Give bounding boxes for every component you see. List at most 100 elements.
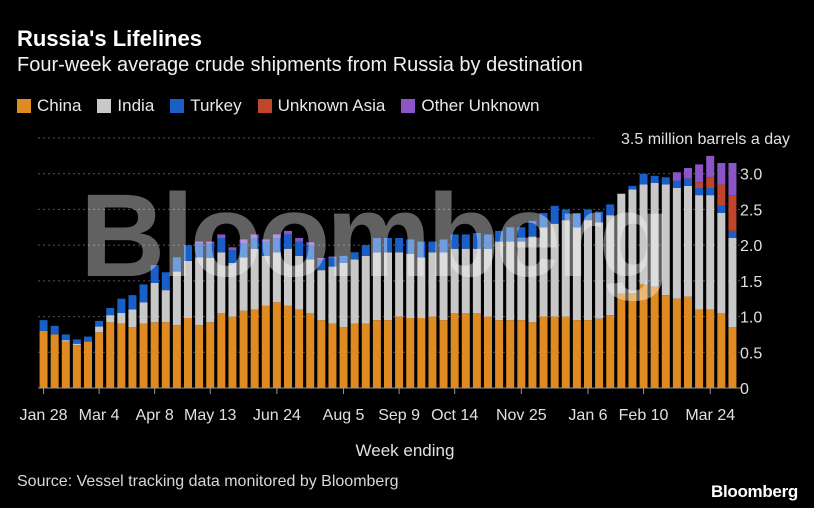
bar-segment-india [550, 223, 559, 317]
bar-segment-india [295, 255, 304, 310]
bar-segment-turkey [295, 241, 304, 256]
x-tick-label: Jan 6 [568, 407, 607, 424]
bar-segment-other-unknown [239, 239, 248, 243]
bar-segment-china [484, 316, 492, 388]
bar-segment-turkey [317, 259, 326, 271]
bar-segment-china [372, 320, 381, 388]
bar-segment-turkey [517, 227, 526, 242]
bar-segment-india [128, 309, 137, 328]
bar-segment-india [728, 238, 737, 328]
bar-segment-india [228, 263, 237, 317]
bar-segment-china [150, 322, 159, 388]
bar-segment-china [684, 296, 692, 388]
bar-segment-india [495, 241, 504, 321]
bar-segment-turkey [728, 230, 737, 238]
bar-segment-turkey [395, 238, 404, 253]
bar-segment-other-unknown [284, 230, 292, 235]
bar-segment-turkey [428, 241, 437, 253]
bar-segment-china [95, 332, 104, 388]
bar-segment-china [528, 322, 537, 388]
y-tick-label: 0.5 [740, 345, 762, 362]
bar-segment-india [384, 252, 392, 321]
stacked-bar-chart: 0 0.5 1.0 1.5 2.0 2.5 3.0 3.5 million barrels a… [20, 131, 790, 424]
bloomberg-logo: Bloomberg [710, 482, 798, 501]
bar-segment-other-unknown [328, 256, 337, 258]
source-note: Source: Vessel tracking data monitored b… [17, 473, 399, 490]
x-tick-label: Mar 4 [79, 407, 120, 424]
bar-segment-turkey [284, 234, 292, 249]
bar-segment-turkey [84, 336, 92, 342]
bar-segment-turkey [595, 211, 604, 223]
bar-segment-turkey [661, 177, 670, 185]
bar-segment-turkey [361, 245, 370, 256]
legend-label-other-unknown: Other Unknown [421, 96, 540, 115]
bar-segment-india [306, 259, 315, 313]
y-unit-annotation: 3.5 million barrels a day [621, 131, 790, 148]
bar-segment-india [117, 313, 126, 324]
bar-segment-china [50, 334, 59, 388]
bar-segment-china [584, 320, 592, 388]
bar-segment-india [472, 248, 481, 313]
bar-segment-china [650, 286, 659, 388]
bar-segment-china [406, 318, 415, 388]
legend-label-turkey: Turkey [190, 96, 242, 115]
bar-segment-china [395, 316, 404, 388]
bar-segment-china [250, 309, 259, 388]
bar-segment-india [250, 248, 259, 310]
bar-segment-china [506, 320, 515, 388]
bar-segment-india [361, 255, 370, 324]
bar-segment-india [339, 263, 348, 328]
legend-swatch-china [17, 99, 31, 113]
bar-segment-china [450, 313, 459, 388]
bar-segment-china [84, 341, 92, 388]
bar-segment-india [72, 343, 81, 346]
bar-segment-turkey [184, 245, 192, 261]
y-tick-label: 1.5 [740, 274, 762, 291]
bar-segment-india [450, 248, 459, 313]
bar-segment-india [539, 227, 548, 317]
x-tick-label: Apr 8 [136, 407, 174, 424]
bar-segment-other-unknown [250, 234, 259, 238]
legend: China India Turkey Unknown Asia Other Un… [17, 96, 539, 116]
bar-segment-china [695, 309, 704, 388]
bar-segment-india [61, 340, 70, 342]
bar-segment-turkey [117, 298, 126, 313]
bar-segment-other-unknown [228, 247, 237, 251]
legend-item-other-unknown: Other Unknown [401, 96, 539, 116]
bar-segment-india [172, 271, 181, 326]
legend-label-india: India [117, 96, 155, 115]
bar-segment-india [184, 260, 192, 318]
x-tick-label: Nov 25 [496, 407, 547, 424]
bar-segment-india [617, 193, 626, 294]
bar-segment-turkey [472, 233, 481, 249]
bar-segment-india [261, 255, 270, 306]
bar-segment-turkey [150, 265, 159, 283]
bar-segment-turkey [584, 209, 592, 221]
bar-segment-india [328, 266, 337, 324]
bar-segment-turkey [539, 213, 548, 228]
bar-segment-china [439, 320, 448, 388]
bar-segment-china [328, 323, 337, 388]
y-tick-label: 2.5 [740, 202, 762, 219]
legend-swatch-other-unknown [401, 99, 416, 113]
bar-segment-china [161, 322, 170, 388]
legend-item-turkey: Turkey [170, 96, 242, 116]
bar-segment-turkey [228, 250, 237, 263]
bar-segment-china [184, 318, 192, 388]
bar-segment-turkey [650, 175, 659, 183]
bar-segment-china [617, 293, 626, 388]
bar-segment-india [239, 257, 248, 311]
bar-segment-turkey [39, 320, 48, 331]
bar-segment-china [639, 284, 648, 388]
bar-segment-china [39, 330, 48, 388]
bar-segment-other-unknown [272, 234, 281, 238]
bar-segment-turkey [706, 188, 715, 196]
bar-segment-india [161, 290, 170, 323]
bar-segment-other-unknown [706, 155, 715, 178]
bar-segment-china [495, 320, 504, 388]
bar-segment-other-unknown [717, 163, 726, 185]
bar-segment-india [406, 253, 415, 318]
bar-segment-turkey [306, 245, 315, 260]
x-tick-label: Jun 24 [253, 407, 301, 424]
bar-segment-india [428, 252, 437, 317]
